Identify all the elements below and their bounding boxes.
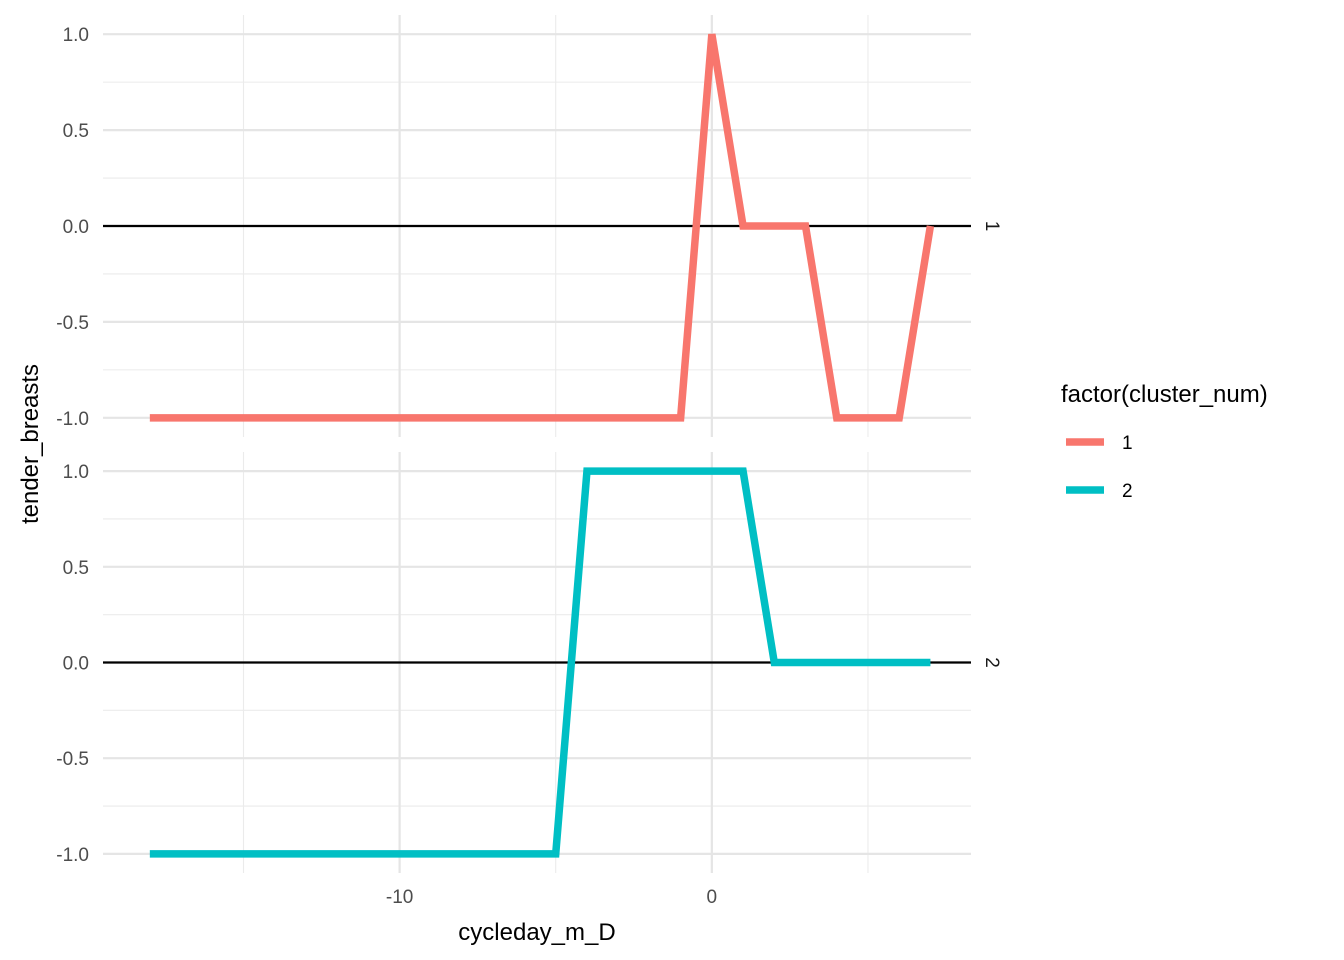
y-axis-title: tender_breasts (17, 364, 44, 524)
y-tick-label: 0.5 (63, 558, 89, 579)
legend-item-1: 1 (1066, 433, 1133, 454)
facet-strip-label-2: 2 (981, 657, 1002, 668)
series-line-1 (149, 33, 935, 422)
x-tick-label: 0 (707, 887, 718, 908)
facet-panel-1: -1.0 -0.5 0.0 0.5 1.0 1 (56, 15, 1002, 437)
facet-strip-label-1: 1 (981, 221, 1002, 232)
y-tick-label: 1.0 (63, 25, 89, 46)
y-tick-label: -1.0 (56, 845, 89, 866)
x-axis: -10 0 (386, 887, 717, 908)
y-tick-label: -1.0 (56, 409, 89, 430)
x-tick-label: -10 (386, 887, 413, 908)
facet-panels: -1.0 -0.5 0.0 0.5 1.0 1 -1.0 -0.5 0.0 0.5 1.0 2 (56, 15, 1002, 873)
legend-label-1: 1 (1122, 433, 1133, 454)
y-tick-label: 0.5 (63, 121, 89, 142)
legend-title: factor(cluster_num) (1061, 381, 1268, 408)
y-tick-label: -0.5 (56, 749, 89, 770)
legend: factor(cluster_num) 1 2 (1061, 381, 1268, 502)
y-tick-label: 0.0 (63, 217, 89, 238)
y-tick-label: 1.0 (63, 462, 89, 483)
x-axis-title: cycleday_m_D (458, 919, 615, 946)
facet-panel-2: -1.0 -0.5 0.0 0.5 1.0 2 (56, 452, 1002, 873)
y-tick-label: 0.0 (63, 654, 89, 675)
legend-item-2: 2 (1066, 481, 1133, 502)
y-tick-label: -0.5 (56, 313, 89, 334)
legend-label-2: 2 (1122, 481, 1133, 502)
series-line-2 (149, 467, 931, 858)
